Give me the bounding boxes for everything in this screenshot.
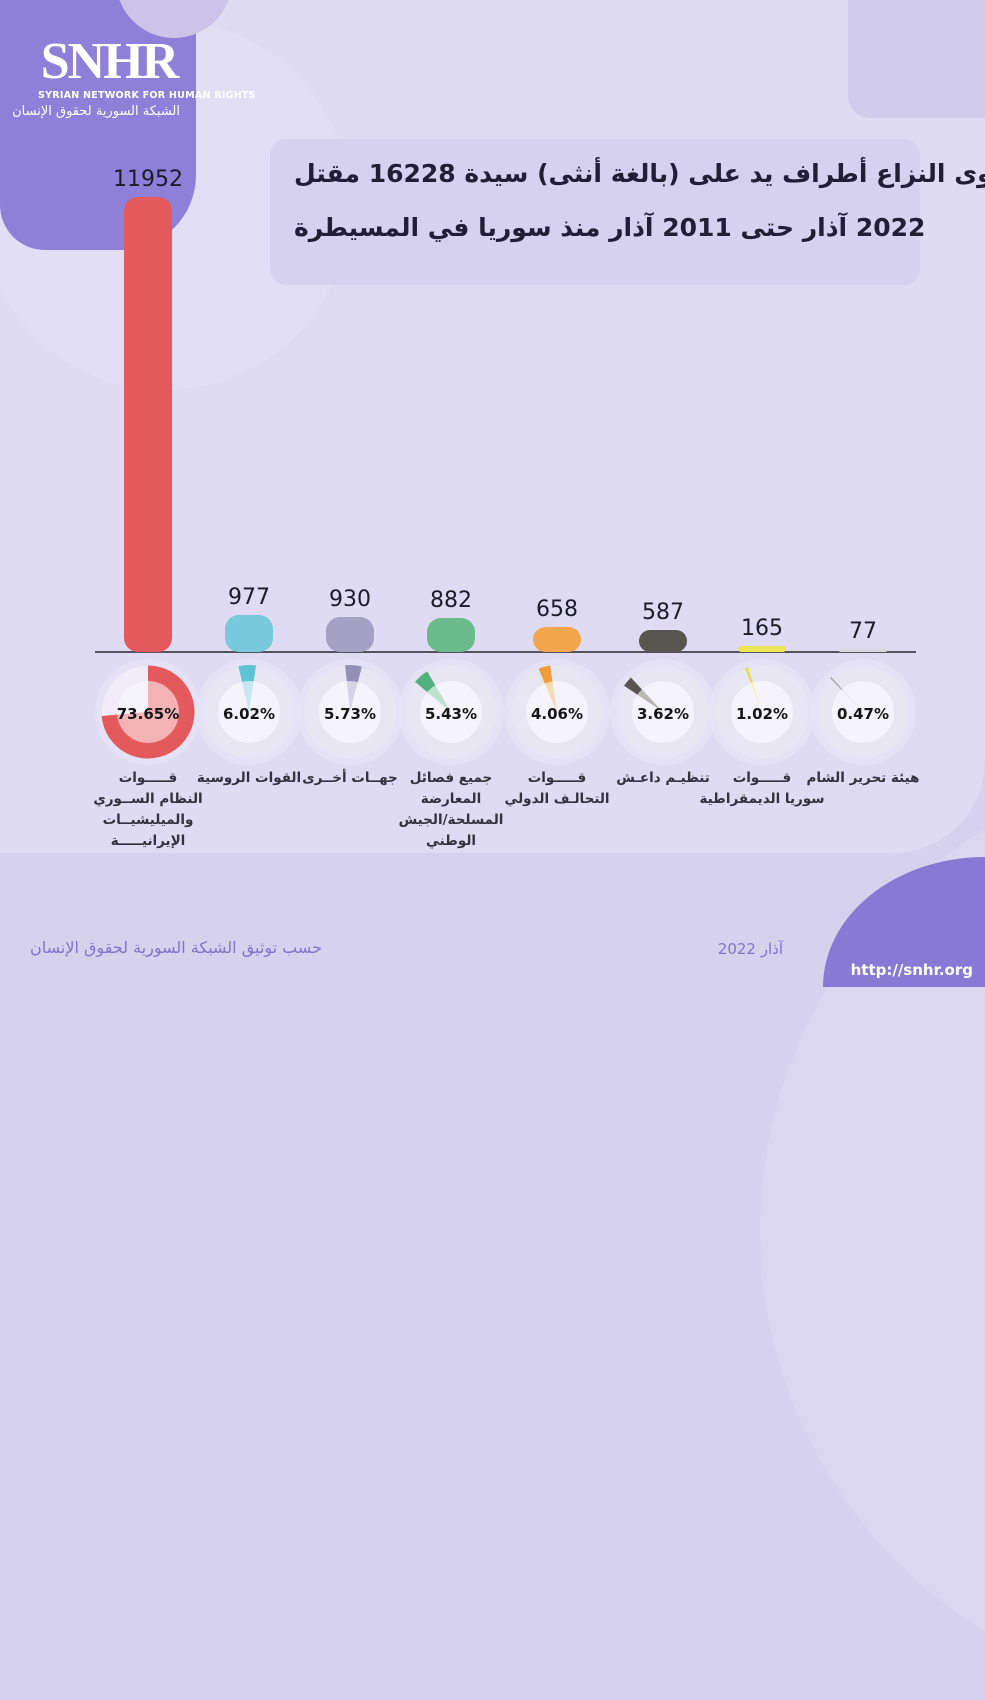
donut-percent-label: 1.02% xyxy=(735,705,789,723)
donut-chart xyxy=(398,659,504,765)
bar-value-label: 930 xyxy=(329,587,371,612)
bar xyxy=(427,618,475,652)
category-label: قـــــوات النظام الســوري والميليشيــات … xyxy=(93,770,203,849)
bar xyxy=(533,627,581,652)
donut-chart xyxy=(196,659,302,765)
decor-rect-top-right xyxy=(848,0,985,118)
category-label: القوات الروسية xyxy=(196,770,302,786)
category-label: جميع فصائل المعارضة المسلحة/الجيش الوطني xyxy=(398,770,504,849)
donut-chart xyxy=(297,659,403,765)
category-label: جهــات أخــرى xyxy=(302,770,398,786)
bar xyxy=(124,197,172,652)
donut-percent-label: 5.73% xyxy=(323,705,377,723)
logo-name-arabic: الشبكة السورية لحقوق الإنسان xyxy=(12,104,180,119)
donut-chart xyxy=(709,659,815,765)
bar xyxy=(225,615,273,652)
donut-chart xyxy=(610,659,716,765)
donut-percent-label: 4.06% xyxy=(530,705,584,723)
donut-chart xyxy=(504,659,610,765)
bar-value-label: 11952 xyxy=(113,167,183,192)
logo-acronym: SNHR xyxy=(40,33,179,90)
bar xyxy=(639,630,687,652)
url-badge: http://snhr.org xyxy=(823,857,985,987)
donut-percent-label: 73.65% xyxy=(116,705,180,723)
website-link[interactable]: http://snhr.org xyxy=(850,961,973,979)
bar xyxy=(326,617,374,652)
bar-value-label: 77 xyxy=(849,619,877,644)
bar xyxy=(839,649,887,652)
category-label: قـــــوات التحالـف الدولي xyxy=(504,770,610,807)
category-label: تنظيـم داعـش xyxy=(616,770,710,786)
x-axis-line xyxy=(95,651,916,653)
bar-value-label: 882 xyxy=(430,588,472,613)
footer-date: آذار 2022 xyxy=(717,940,783,958)
bar-value-label: 977 xyxy=(228,585,270,610)
donut-percent-label: 6.02% xyxy=(222,705,276,723)
donut-chart xyxy=(95,659,201,765)
snhr-logo: SNHR SYRIAN NETWORK FOR HUMAN RIGHTS الش… xyxy=(12,33,256,120)
bar-donut-chart: 11952 73.65% قـــــوات النظام الســوري وال… xyxy=(93,167,920,850)
footer-source-note: حسب توثيق الشبكة السورية لحقوق الإنسان xyxy=(30,938,322,957)
title-box: مقتل‎ 16228‎ سيدة‎ (أنثى‎ بالغة)‎ على‎ ي… xyxy=(270,139,985,285)
bar-value-label: 658 xyxy=(536,597,578,622)
donut-chart xyxy=(810,659,916,765)
logo-name-english: SYRIAN NETWORK FOR HUMAN RIGHTS xyxy=(38,90,256,101)
donut-percent-label: 0.47% xyxy=(836,705,890,723)
bar xyxy=(738,646,786,652)
donut-percent-label: 3.62% xyxy=(636,705,690,723)
bar-value-label: 165 xyxy=(741,616,783,641)
bar-value-label: 587 xyxy=(642,600,684,625)
infographic-page: { "logo": { "acronym": "SNHR", "name_en"… xyxy=(0,0,985,987)
donut-percent-label: 5.43% xyxy=(424,705,478,723)
category-label: قـــــوات سوريا الديمقراطية xyxy=(699,770,825,807)
category-label: هيئة تحرير الشام xyxy=(806,770,920,786)
page-title-line-1: مقتل‎ 16228‎ سيدة‎ (أنثى‎ بالغة)‎ على‎ ي… xyxy=(294,159,985,188)
